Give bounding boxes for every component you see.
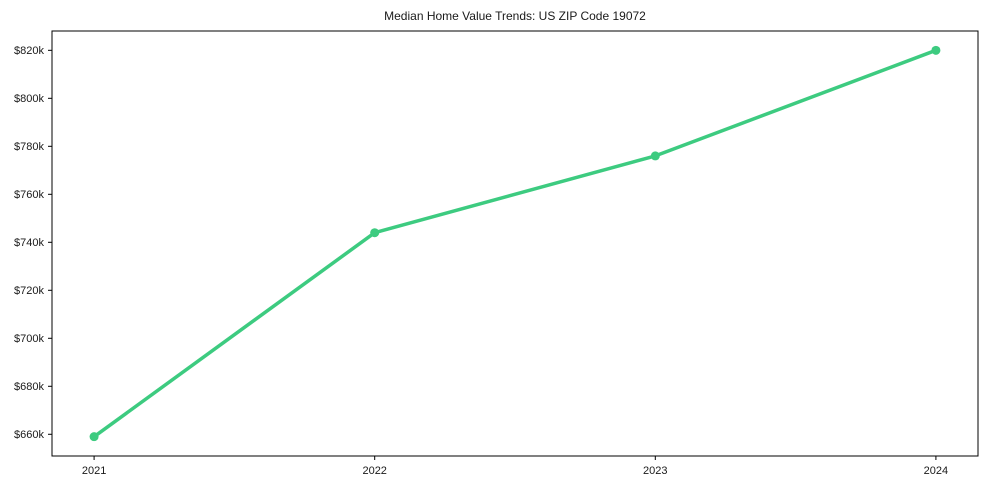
x-tick-label: 2024	[924, 465, 948, 477]
y-tick-label: $720k	[14, 285, 44, 297]
chart-title: Median Home Value Trends: US ZIP Code 19…	[384, 9, 646, 23]
data-point-marker	[931, 45, 941, 55]
y-tick-label: $760k	[14, 189, 44, 201]
plot-frame	[51, 30, 979, 457]
y-tick-label: $820k	[14, 45, 44, 57]
trend-line	[92, 48, 938, 439]
x-tick-label: 2022	[362, 465, 386, 477]
y-tick-label: $800k	[14, 93, 44, 105]
data-point-marker	[370, 228, 380, 238]
y-tick-label: $680k	[14, 381, 44, 393]
y-tick-label: $700k	[14, 333, 44, 345]
x-tick-label: 2021	[82, 465, 106, 477]
y-tick-label: $780k	[14, 141, 44, 153]
x-tick-label: 2023	[643, 465, 667, 477]
data-point-marker	[650, 151, 660, 161]
y-tick-label: $660k	[14, 429, 44, 441]
y-tick-label: $740k	[14, 237, 44, 249]
data-point-marker	[89, 432, 99, 442]
plot-area: $660k $680k $700k $720k $740k $760k $780k $800k…	[14, 30, 979, 477]
